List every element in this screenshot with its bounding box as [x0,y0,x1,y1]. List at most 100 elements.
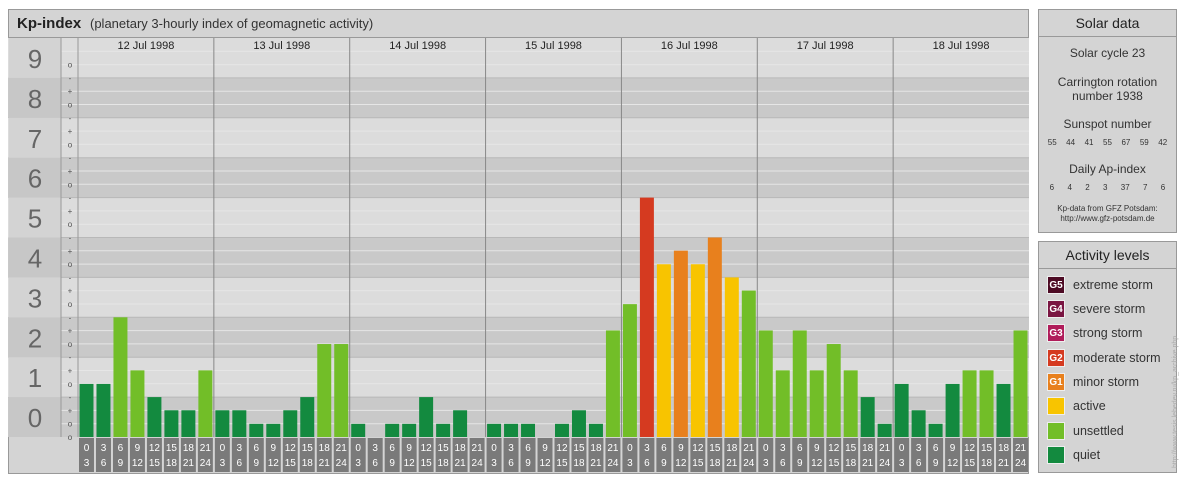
interval-cell [656,438,672,472]
interval-cell [588,438,604,472]
interval-start: 21 [879,443,891,454]
legend-severe-storm: G4 severe storm [1047,299,1145,319]
sunspot-value: 44 [1066,138,1076,147]
interval-cell [333,438,349,472]
legend-swatch [1047,397,1065,415]
legend-swatch: G5 [1047,276,1065,294]
interval-end: 18 [166,458,178,469]
interval-cell [384,438,400,472]
interval-end: 9 [389,458,395,469]
kp-bar [962,370,977,437]
interval-end: 9 [933,458,939,469]
interval-start: 0 [763,443,769,454]
data-source-link[interactable]: http://www.gfz-potsdam.de [1060,214,1155,223]
interval-end: 15 [149,458,161,469]
interval-start: 9 [135,443,141,454]
legend-label: minor storm [1073,375,1139,389]
interval-start: 3 [101,443,107,454]
interval-cell [792,438,808,472]
interval-start: 21 [336,443,348,454]
legend-active: active [1047,396,1106,416]
interval-end: 15 [285,458,297,469]
interval-start: 3 [780,443,786,454]
kp-bar [707,237,722,437]
carrington-line-2: number 1938 [1072,89,1143,103]
interval-start: 21 [200,443,212,454]
interval-end: 21 [590,458,602,469]
activity-levels-panel: Activity levels G5 extreme storm G4 seve… [1038,241,1177,473]
legend-strong-storm: G3 strong storm [1047,323,1142,343]
kp-bar [1013,330,1028,437]
interval-cell [690,438,706,472]
legend-swatch: G4 [1047,300,1065,318]
interval-cell [707,438,723,472]
minor-tick-label: - [69,74,72,83]
interval-end: 6 [508,458,514,469]
interval-cell [622,438,638,472]
legend-swatch: G3 [1047,324,1065,342]
minor-tick-label: o [68,220,73,229]
legend-swatch: G2 [1047,349,1065,367]
interval-cell [962,438,978,472]
interval-cell [673,438,689,472]
minor-tick-label: o [68,340,73,349]
kp-bar [436,423,451,437]
interval-start: 6 [661,443,667,454]
interval-start: 12 [964,443,976,454]
interval-start: 6 [797,443,803,454]
interval-cell [163,438,179,472]
kp-bar [215,410,230,437]
interval-start: 12 [285,443,297,454]
interval-end: 18 [845,458,857,469]
interval-cell [112,438,128,472]
minor-tick-label: o [68,380,73,389]
interval-start: 21 [1015,443,1027,454]
interval-start: 0 [899,443,905,454]
minor-tick-label: + [68,367,73,376]
kp-bar [504,423,519,437]
minor-tick-label: o [68,61,73,70]
ap-value: 37 [1120,183,1130,192]
interval-start: 18 [998,443,1010,454]
interval-cell [299,438,315,472]
interval-start: 3 [644,443,650,454]
minor-tick-label: - [69,353,72,362]
interval-cell [146,438,162,472]
kp-bar [860,397,875,437]
y-axis-labels: 0 1 2 3 4 5 6 7 8 9 [28,44,42,433]
interval-end: 18 [573,458,585,469]
minor-tick-label: + [68,87,73,96]
day-label: 17 Jul 1998 [797,40,854,52]
minor-tick-label: + [68,406,73,415]
interval-cell [231,438,247,472]
sunspot-value: 55 [1103,138,1112,147]
interval-cell [401,438,417,472]
legend-swatch [1047,446,1065,464]
kp-bar [775,370,790,437]
interval-end: 3 [355,458,361,469]
legend-swatch: G1 [1047,373,1065,391]
ap-value: 3 [1103,183,1108,192]
y-tick-label: 1 [28,363,42,393]
kp-bar [198,370,213,437]
minor-tick-label: o [68,300,73,309]
y-tick-label: 8 [28,84,42,114]
kp-bar [487,423,502,437]
interval-end: 18 [438,458,450,469]
y-tick-label: 5 [28,204,42,234]
interval-cell [639,438,655,472]
interval-end: 21 [319,458,331,469]
kp-bar [113,317,128,437]
interval-start: 12 [692,443,704,454]
interval-cell [282,438,298,472]
interval-end: 24 [200,458,212,469]
y-tick-label: 2 [28,323,42,353]
minor-tick-label: - [69,154,72,163]
interval-start: 9 [406,443,412,454]
interval-start: 6 [525,443,531,454]
kp-bar [96,383,111,437]
interval-cell [843,438,859,472]
interval-start: 9 [678,443,684,454]
sunspot-value: 41 [1084,138,1094,147]
kp-bar [673,250,688,437]
